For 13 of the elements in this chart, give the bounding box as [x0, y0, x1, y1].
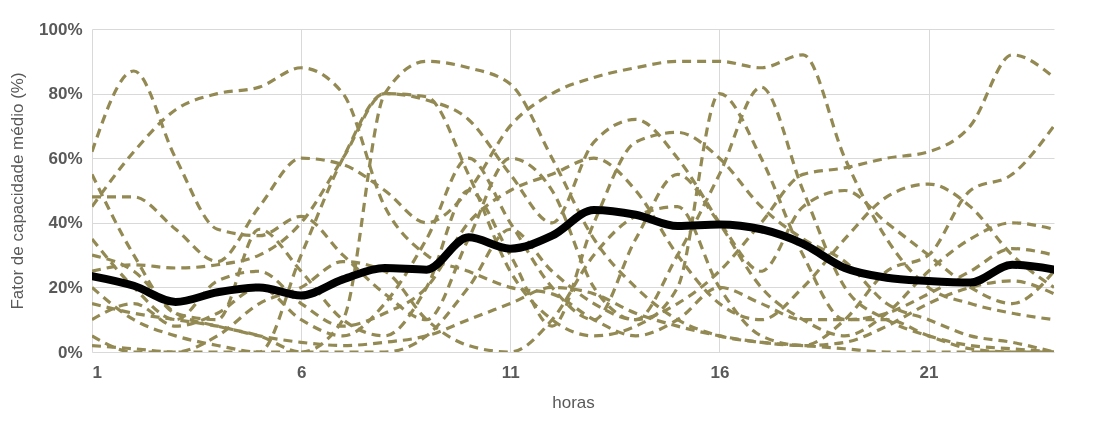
- y-tick-label: 100%: [39, 19, 83, 39]
- y-tick-label: 20%: [48, 277, 83, 297]
- y-tick-label: 60%: [48, 148, 83, 168]
- y-tick-label: 0%: [57, 342, 83, 362]
- y-tick-label: 40%: [48, 213, 83, 233]
- x-tick-label: 21: [919, 362, 939, 382]
- x-tick-label: 1: [92, 362, 102, 382]
- x-tick-label: 6: [296, 362, 307, 382]
- x-tick-label: 16: [710, 362, 730, 382]
- x-axis-title: horas: [552, 392, 595, 412]
- y-tick-label: 80%: [48, 84, 83, 104]
- y-axis-title: Fator de capacidade médio (%): [8, 72, 28, 310]
- x-tick-label: 11: [501, 362, 520, 382]
